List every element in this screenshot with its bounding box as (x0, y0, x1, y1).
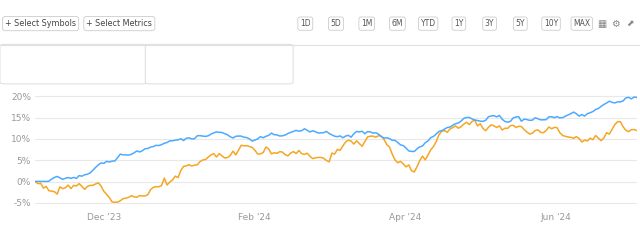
Text: ⬈: ⬈ (276, 70, 283, 79)
Text: Total Return: Total Return (12, 70, 58, 79)
Text: 6M: 6M (392, 19, 403, 28)
Text: ⬈: ⬈ (131, 70, 138, 79)
Text: 1D: 1D (300, 19, 310, 28)
Text: ⬈: ⬈ (626, 19, 634, 28)
Text: 19.74%: 19.74% (245, 52, 283, 61)
Text: Total Return: Total Return (157, 70, 203, 79)
Text: MAX: MAX (573, 19, 590, 28)
Text: 1M: 1M (361, 19, 372, 28)
Text: 5Y: 5Y (516, 19, 525, 28)
Text: 11.95%: 11.95% (100, 52, 138, 61)
Text: + Select Symbols: + Select Symbols (5, 19, 76, 28)
Text: 10Y: 10Y (544, 19, 558, 28)
Text: ●: ● (157, 52, 165, 62)
Text: ⚙: ⚙ (611, 19, 620, 29)
Text: ETW: ETW (23, 52, 45, 61)
Text: SP500: SP500 (168, 52, 200, 61)
Text: + Select Metrics: + Select Metrics (86, 19, 152, 28)
Text: 3Y: 3Y (485, 19, 494, 28)
Text: 5D: 5D (331, 19, 341, 28)
Text: YTD: YTD (420, 19, 436, 28)
Text: 1Y: 1Y (454, 19, 463, 28)
Text: ●: ● (12, 52, 20, 62)
Text: ▦: ▦ (597, 19, 606, 29)
